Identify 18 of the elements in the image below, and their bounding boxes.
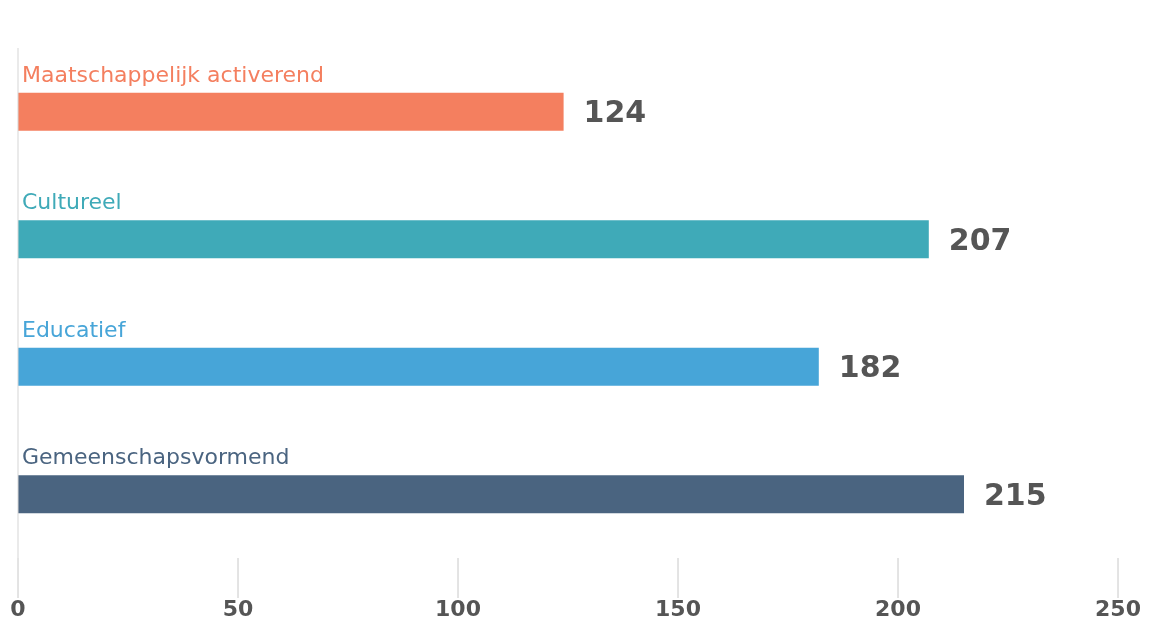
x-tick-label: 150 — [655, 595, 701, 621]
y-tick-label: Educatief — [22, 316, 127, 342]
bar — [18, 475, 964, 514]
y-tick-label: Cultureel — [22, 189, 122, 215]
x-tick-label: 50 — [222, 595, 254, 621]
x-tick-label: 0 — [10, 595, 26, 621]
bar — [18, 92, 564, 131]
y-tick-label: Maatschappelijk activerend — [22, 61, 324, 87]
bar — [18, 220, 929, 259]
x-tick-label: 250 — [1095, 595, 1141, 621]
x-tick-label: 200 — [875, 595, 921, 621]
data-label: 215 — [984, 476, 1047, 512]
data-label: 182 — [838, 349, 902, 385]
data-label: 207 — [948, 221, 1012, 257]
data-label: 124 — [583, 94, 647, 130]
x-tick-label: 100 — [435, 595, 481, 621]
bar — [18, 347, 819, 386]
y-tick-label: Gemeenschapsvormend — [22, 444, 290, 470]
